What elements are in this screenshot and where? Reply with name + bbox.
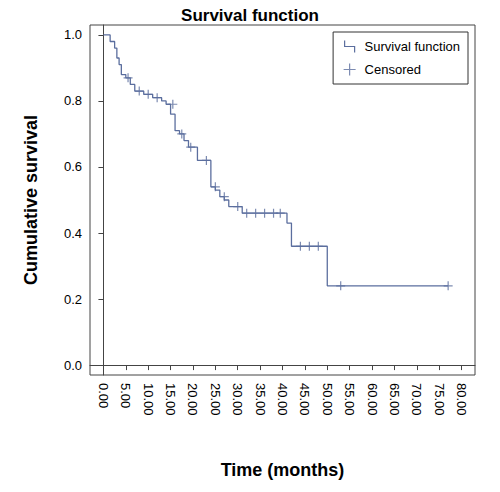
svg-text:50.00: 50.00	[320, 383, 335, 416]
svg-text:0.4: 0.4	[64, 226, 82, 241]
svg-text:35.00: 35.00	[253, 383, 268, 416]
svg-text:Cumulative survival: Cumulative survival	[21, 115, 41, 285]
svg-text:Survival function: Survival function	[365, 39, 460, 54]
svg-text:40.00: 40.00	[275, 383, 290, 416]
svg-text:1.0: 1.0	[64, 27, 82, 42]
svg-text:20.00: 20.00	[185, 383, 200, 416]
svg-text:Time (months): Time (months)	[221, 460, 345, 480]
svg-text:5.00: 5.00	[118, 383, 133, 408]
svg-text:0.0: 0.0	[64, 358, 82, 373]
svg-text:0.8: 0.8	[64, 93, 82, 108]
svg-text:80.00: 80.00	[454, 383, 469, 416]
svg-text:75.00: 75.00	[432, 383, 447, 416]
svg-text:60.00: 60.00	[365, 383, 380, 416]
svg-text:0.6: 0.6	[64, 159, 82, 174]
svg-text:65.00: 65.00	[387, 383, 402, 416]
svg-text:70.00: 70.00	[409, 383, 424, 416]
svg-text:0.2: 0.2	[64, 292, 82, 307]
svg-text:45.00: 45.00	[297, 383, 312, 416]
svg-text:15.00: 15.00	[163, 383, 178, 416]
svg-text:Survival function: Survival function	[181, 6, 319, 25]
svg-text:0.00: 0.00	[96, 383, 111, 408]
svg-text:Censored: Censored	[365, 62, 421, 77]
svg-text:10.00: 10.00	[141, 383, 156, 416]
svg-text:25.00: 25.00	[208, 383, 223, 416]
svg-text:30.00: 30.00	[230, 383, 245, 416]
svg-text:55.00: 55.00	[342, 383, 357, 416]
